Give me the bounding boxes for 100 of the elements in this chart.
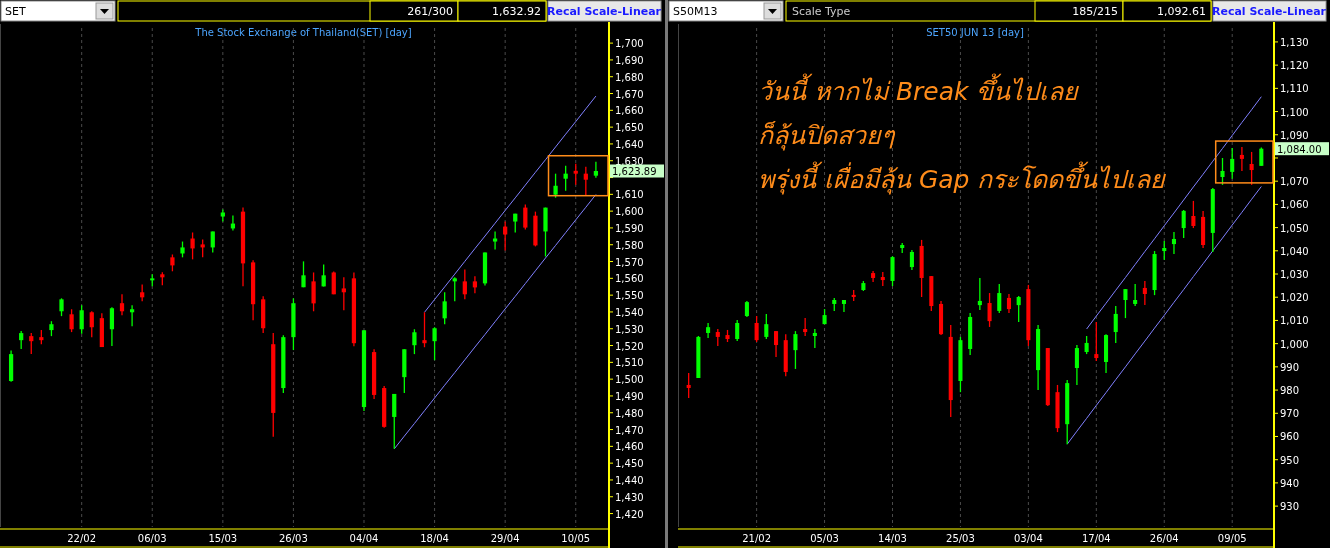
text: 1,632.92: [492, 5, 541, 18]
text: Recal Scale-Linear: [1211, 5, 1327, 18]
text: 1,084.00: [1277, 143, 1322, 155]
candlestick: [210, 230, 215, 254]
candlestick: [686, 372, 691, 399]
y-tick-label: 950: [1280, 454, 1300, 466]
candlestick: [793, 330, 798, 370]
x-tick-label: 04/04: [349, 533, 379, 544]
candlestick: [432, 326, 437, 361]
x-tick-label: 10/05: [561, 533, 591, 544]
y-tick-label: 1,050: [1280, 222, 1309, 234]
y-tick-label: 1,540: [615, 306, 644, 318]
y-tick-label: 1,490: [615, 390, 644, 402]
y-tick-label: 1,670: [615, 88, 644, 100]
chart-title: SET50 JUN 13 [day]: [926, 27, 1024, 38]
candlestick: [462, 268, 467, 300]
candlestick: [69, 308, 74, 333]
y-tick-label: 1,500: [615, 374, 644, 386]
candlestick: [1249, 151, 1254, 186]
y-tick-label: 1,470: [615, 424, 644, 436]
y-tick-label: 1,460: [615, 441, 644, 453]
candlestick: [492, 230, 498, 251]
candlestick: [452, 276, 457, 303]
candlestick: [997, 283, 1002, 314]
y-tick-label: 1,000: [1280, 338, 1309, 350]
y-tick-label: 1,680: [615, 71, 644, 83]
y-tick-label: 1,440: [615, 474, 644, 486]
y-tick-label: 1,560: [615, 273, 644, 285]
candlestick: [392, 393, 397, 450]
y-tick-label: 1,660: [615, 105, 644, 117]
candlestick: [1094, 321, 1099, 362]
candlestick: [543, 206, 548, 258]
candlestick: [754, 315, 759, 343]
y-tick-label: 1,570: [615, 256, 644, 268]
y-tick-label: 980: [1280, 385, 1300, 397]
y-tick-label: 1,420: [615, 508, 644, 520]
y-tick-label: 990: [1280, 361, 1300, 373]
line-series: [424, 95, 597, 313]
y-tick-label: 1,480: [615, 407, 644, 419]
y-tick-label: 1,610: [615, 189, 644, 201]
y-tick-label: 1,090: [1280, 129, 1309, 141]
candlestick: [341, 276, 346, 311]
candlestick: [472, 275, 478, 294]
y-tick-label: 1,690: [615, 54, 644, 66]
candlestick: [553, 173, 558, 199]
candlestick: [909, 249, 914, 271]
candlestick: [1162, 240, 1167, 261]
y-tick-label: 1,110: [1280, 83, 1309, 95]
candlestick: [119, 293, 125, 316]
y-tick-label: 930: [1280, 501, 1300, 513]
x-tick-label: 18/04: [420, 533, 449, 544]
x-tick-label: 22/02: [67, 533, 97, 544]
candlestick: [1074, 344, 1079, 386]
candlestick: [1230, 147, 1235, 180]
candlestick: [442, 291, 447, 325]
y-tick-label: 1,630: [615, 155, 644, 167]
candlestick: [1123, 288, 1128, 319]
candlestick: [422, 311, 427, 348]
text: วันนี้ หากไม่ Break ขึ้นไปเลย ก็ลุ้นปิดสวยๆ พรุ่งนี้ เผื่อมีลุ้น Gap กระโดดขึ้นไปเลย: [758, 73, 1168, 195]
y-tick-label: 1,510: [615, 357, 644, 369]
candlestick: [773, 330, 779, 358]
candlestick: [1142, 280, 1147, 306]
candlestick: [735, 319, 740, 342]
candlestick: [890, 255, 895, 287]
x-tick-label: 26/04: [1149, 533, 1179, 544]
y-tick-label: 1,010: [1280, 315, 1309, 327]
candlestick: [764, 313, 769, 340]
candlestick: [841, 299, 847, 313]
y-tick-label: 1,120: [1280, 60, 1309, 72]
x-tick-label: 09/05: [1217, 533, 1247, 544]
candlestick: [311, 271, 316, 312]
candlestick: [583, 166, 588, 197]
y-tick-label: 1,040: [1280, 245, 1309, 257]
y-tick-label: 1,130: [1280, 36, 1309, 48]
y-tick-label: 1,530: [615, 323, 644, 335]
candlestick: [1016, 295, 1021, 323]
candlestick: [301, 260, 306, 288]
candlestick: [79, 304, 84, 335]
candlestick: [1133, 283, 1138, 307]
chart-title: The Stock Exchange of Thailand(SET) [day]: [194, 27, 412, 38]
y-tick-label: 940: [1280, 477, 1300, 489]
candlestick: [1239, 146, 1244, 172]
text: Recal Scale-Linear: [546, 5, 662, 18]
candlestick: [977, 277, 982, 311]
candlestick: [1006, 293, 1012, 314]
text: S50M13: [673, 5, 718, 18]
candlestick: [573, 163, 578, 186]
text: 1,623.89: [612, 166, 657, 177]
candlestick: [987, 292, 992, 328]
candlestick: [89, 310, 94, 338]
candlestick: [1084, 335, 1089, 355]
candlestick: [1220, 157, 1225, 186]
candlestick: [29, 332, 34, 355]
candlestick: [129, 304, 135, 327]
x-tick-label: 29/04: [490, 533, 520, 544]
text: 1,092.61: [1157, 5, 1206, 18]
text: 261/300: [407, 5, 453, 18]
line-series: [393, 194, 597, 450]
text: 185/215: [1072, 5, 1118, 18]
y-tick-label: 1,550: [615, 290, 644, 302]
